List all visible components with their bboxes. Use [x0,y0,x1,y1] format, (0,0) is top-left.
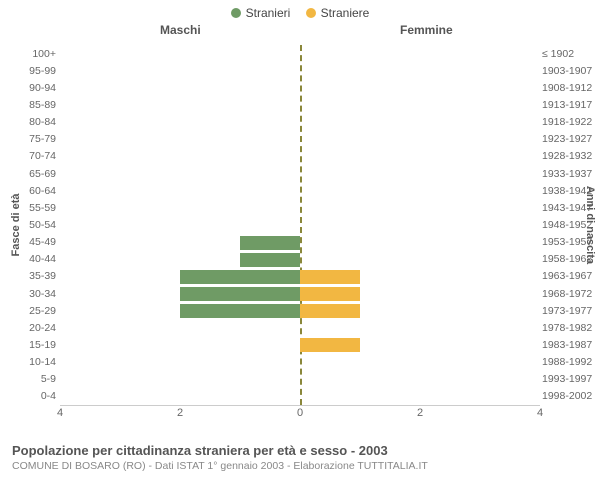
ylabel-birth: 1933-1937 [542,168,600,180]
row [60,216,540,233]
ylabel-birth: 1968-1972 [542,288,600,300]
row [60,114,540,131]
legend-dot-female [306,8,316,18]
bar-female [300,270,360,284]
legend-label-male: Stranieri [246,6,291,20]
bar-female [300,304,360,318]
legend-item-male: Stranieri [231,6,291,20]
ylabel-age: 85-89 [0,99,56,111]
ylabel-age: 20-24 [0,322,56,334]
ylabel-birth: 1978-1982 [542,322,600,334]
ylabel-age: 15-19 [0,339,56,351]
ylabel-age: 65-69 [0,168,56,180]
caption-title: Popolazione per cittadinanza straniera p… [12,443,588,458]
legend-item-female: Straniere [306,6,370,20]
row [60,371,540,388]
row [60,336,540,353]
xlabel: 4 [537,407,543,419]
ylabel-age: 35-39 [0,270,56,282]
row [60,131,540,148]
row [60,148,540,165]
row [60,62,540,79]
ylabel-age: 0-4 [0,390,56,402]
bar-female [300,287,360,301]
row [60,354,540,371]
ylabel-age: 50-54 [0,219,56,231]
ylabel-birth: 1908-1912 [542,82,600,94]
bar-male [180,270,300,284]
ylabel-birth: 1953-1957 [542,236,600,248]
legend: Stranieri Straniere [0,0,600,23]
ylabel-age: 30-34 [0,288,56,300]
bar-male [180,304,300,318]
column-headers: Maschi Femmine [0,23,600,41]
row [60,199,540,216]
caption-subtitle: COMUNE DI BOSARO (RO) - Dati ISTAT 1° ge… [12,460,588,472]
xlabel: 2 [417,407,423,419]
ylabel-age: 95-99 [0,65,56,77]
ylabel-birth: 1928-1932 [542,150,600,162]
row [60,268,540,285]
column-header-female: Femmine [400,23,453,37]
bar-male [180,287,300,301]
row [60,45,540,62]
ylabel-age: 80-84 [0,116,56,128]
ylabel-age: 70-74 [0,150,56,162]
ylabel-birth: 1973-1977 [542,305,600,317]
ylabel-age: 55-59 [0,202,56,214]
caption: Popolazione per cittadinanza straniera p… [0,439,600,472]
row [60,234,540,251]
legend-label-female: Straniere [321,6,370,20]
ylabel-age: 10-14 [0,356,56,368]
ylabel-birth: 1988-1992 [542,356,600,368]
ylabel-age: 40-44 [0,253,56,265]
ylabel-birth: 1998-2002 [542,390,600,402]
row [60,182,540,199]
row [60,96,540,113]
ylabel-age: 100+ [0,48,56,60]
ylabel-birth: 1993-1997 [542,373,600,385]
ylabel-birth: 1983-1987 [542,339,600,351]
ylabel-age: 45-49 [0,236,56,248]
bar-male [240,236,300,250]
chart-area: Fasce di età Anni di nascita 100+≤ 19029… [0,41,600,439]
row [60,251,540,268]
ylabel-birth: 1913-1917 [542,99,600,111]
xlabel: 2 [177,407,183,419]
row [60,302,540,319]
xlabel: 4 [57,407,63,419]
row [60,319,540,336]
ylabel-birth: 1923-1927 [542,133,600,145]
ylabel-birth: 1963-1967 [542,270,600,282]
ylabel-age: 5-9 [0,373,56,385]
bar-female [300,338,360,352]
row [60,79,540,96]
ylabel-age: 90-94 [0,82,56,94]
ylabel-birth: 1948-1952 [542,219,600,231]
ylabel-birth: 1938-1942 [542,185,600,197]
ylabel-birth: 1943-1947 [542,202,600,214]
column-header-male: Maschi [160,23,201,37]
plot [60,45,540,406]
ylabel-age: 60-64 [0,185,56,197]
ylabel-birth: 1958-1962 [542,253,600,265]
bar-male [240,253,300,267]
row [60,285,540,302]
xlabel: 0 [297,407,303,419]
ylabel-birth: 1903-1907 [542,65,600,77]
legend-dot-male [231,8,241,18]
ylabel-birth: 1918-1922 [542,116,600,128]
ylabel-birth: ≤ 1902 [542,48,600,60]
ylabel-age: 25-29 [0,305,56,317]
row [60,388,540,405]
ylabel-age: 75-79 [0,133,56,145]
row [60,165,540,182]
